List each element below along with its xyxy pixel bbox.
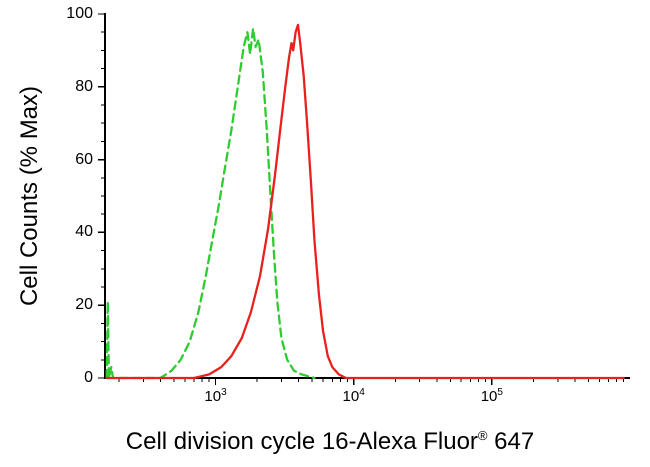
series-green-dashed-curve [105,27,316,380]
x-tick-label: 104 [342,387,365,405]
x-axis-title-main: Cell division cycle 16-Alexa Fluor [125,428,478,455]
y-tick-label: 0 [84,369,93,386]
registered-trademark-symbol: ® [477,428,488,443]
y-tick-label: 60 [75,150,93,168]
x-tick-label: 105 [480,387,503,405]
y-tick-label: 80 [75,77,93,95]
y-axis-title: Cell Counts (% Max) [16,85,43,307]
x-tick-label: 103 [204,387,227,405]
x-axis-title-suffix: 647 [487,428,535,455]
y-tick-label: 100 [66,5,93,22]
x-axis-title: Cell division cycle 16-Alexa Fluor® 647 [126,428,534,456]
series-red-solid-curve [105,23,625,380]
y-tick-label: 40 [75,223,93,241]
y-tick-label: 20 [75,296,93,314]
